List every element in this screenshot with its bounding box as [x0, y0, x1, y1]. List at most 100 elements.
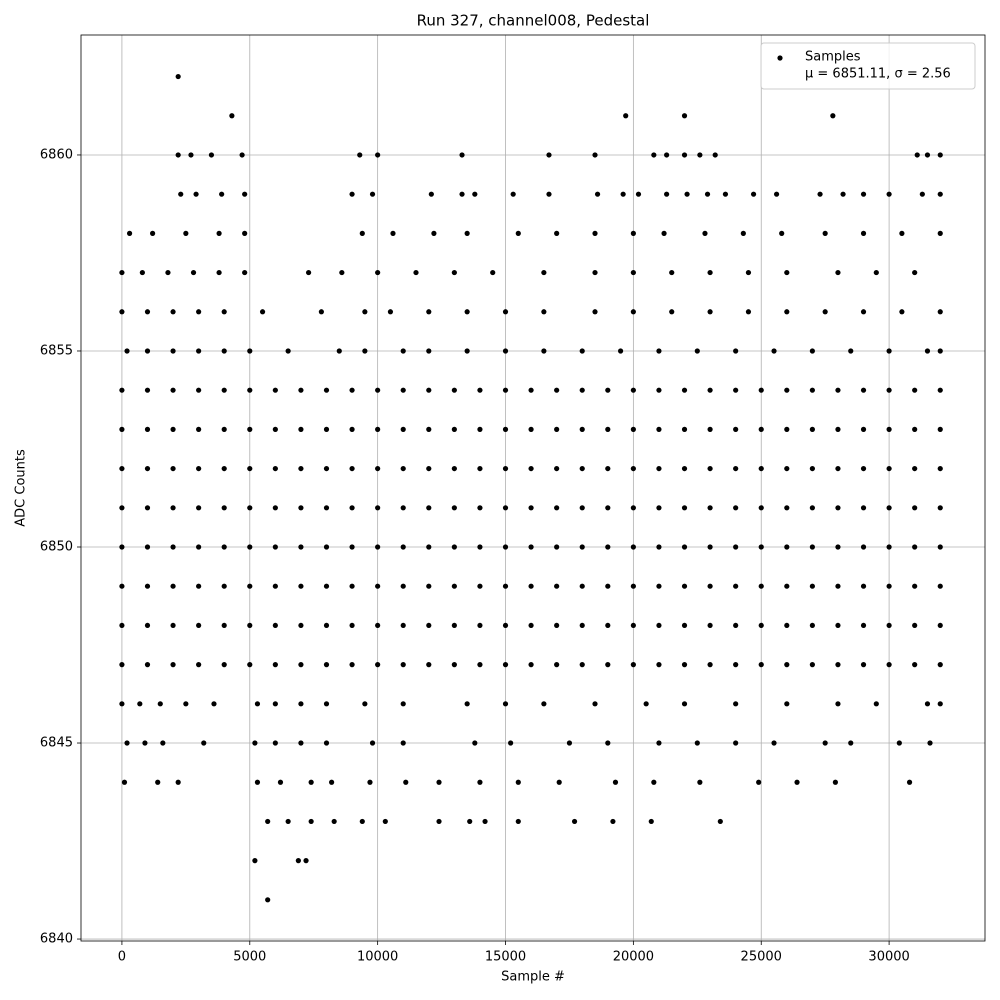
data-point: [630, 387, 636, 393]
data-point: [196, 465, 202, 472]
data-point: [221, 426, 227, 432]
data-point: [247, 662, 253, 668]
plot-frame: [80, 34, 986, 942]
data-point: [733, 544, 739, 550]
data-point: [170, 387, 176, 393]
data-point: [459, 191, 465, 197]
data-point: [508, 740, 514, 746]
data-point: [592, 701, 598, 707]
data-point: [464, 701, 470, 707]
data-point: [121, 779, 128, 785]
data-point: [554, 505, 560, 511]
data-point: [784, 701, 790, 707]
data-point: [137, 701, 143, 707]
data-point: [528, 583, 534, 589]
data-point: [758, 622, 764, 629]
data-point: [436, 779, 442, 785]
data-point: [298, 387, 304, 393]
data-point: [779, 230, 785, 236]
x-tick-label: 20000: [613, 950, 654, 965]
data-point: [835, 583, 841, 589]
data-point: [196, 387, 202, 393]
data-point: [541, 348, 547, 354]
data-point: [912, 505, 918, 511]
data-point: [860, 191, 867, 197]
data-point: [247, 426, 253, 432]
data-point: [556, 779, 562, 785]
data-point: [694, 740, 700, 746]
data-point: [784, 505, 790, 511]
data-point: [400, 544, 406, 550]
data-point: [681, 583, 688, 589]
data-point: [579, 622, 585, 629]
data-point: [896, 740, 902, 746]
data-point: [528, 465, 534, 472]
data-point: [886, 662, 892, 668]
data-point: [157, 701, 163, 707]
data-point: [681, 387, 688, 393]
data-point: [546, 191, 552, 197]
data-point: [467, 818, 473, 825]
data-point: [242, 269, 248, 276]
data-point: [899, 309, 905, 315]
data-point: [190, 269, 197, 276]
data-point: [477, 662, 483, 668]
data-point: [937, 662, 943, 668]
data-point: [477, 544, 483, 550]
data-point: [707, 622, 713, 629]
data-point: [566, 740, 573, 746]
data-point: [630, 662, 636, 668]
data-point: [413, 269, 419, 276]
data-point: [349, 505, 355, 511]
data-point: [362, 309, 368, 315]
data-point: [308, 779, 314, 785]
data-point: [375, 622, 381, 629]
legend-label: Samples: [805, 50, 861, 65]
data-point: [502, 701, 509, 707]
data-point: [252, 858, 258, 864]
data-point: [937, 505, 943, 511]
data-point: [119, 622, 125, 629]
data-point: [229, 113, 235, 119]
data-point: [809, 465, 815, 472]
data-point: [630, 622, 636, 629]
data-point: [733, 348, 739, 354]
data-point: [630, 505, 636, 511]
data-point: [784, 662, 790, 668]
data-point: [362, 701, 368, 707]
data-point: [554, 662, 560, 668]
data-point: [285, 348, 291, 354]
data-point: [579, 465, 585, 472]
data-point: [912, 269, 918, 276]
data-point: [155, 779, 161, 785]
data-point: [254, 779, 261, 785]
data-point: [175, 73, 181, 80]
data-point: [860, 387, 867, 393]
data-point: [349, 544, 355, 550]
data-point: [809, 622, 815, 629]
data-point: [375, 426, 381, 432]
data-point: [375, 583, 381, 589]
data-point: [771, 740, 777, 746]
data-point: [375, 505, 381, 511]
data-point: [170, 426, 176, 432]
data-point: [400, 387, 406, 393]
data-point: [451, 426, 457, 432]
data-point: [170, 662, 176, 668]
data-point: [464, 348, 470, 354]
data-point: [832, 779, 838, 785]
data-point: [502, 622, 509, 629]
data-point: [899, 230, 905, 236]
x-tick-label: 30000: [868, 950, 909, 965]
data-point: [451, 387, 457, 393]
data-point: [784, 622, 790, 629]
data-point: [170, 348, 176, 354]
data-point: [528, 387, 534, 393]
data-point: [515, 779, 521, 785]
data-point: [528, 426, 534, 432]
data-point: [426, 662, 432, 668]
x-tick-label: 25000: [741, 950, 782, 965]
data-point: [375, 269, 381, 276]
data-point: [656, 583, 662, 589]
data-point: [119, 583, 125, 589]
